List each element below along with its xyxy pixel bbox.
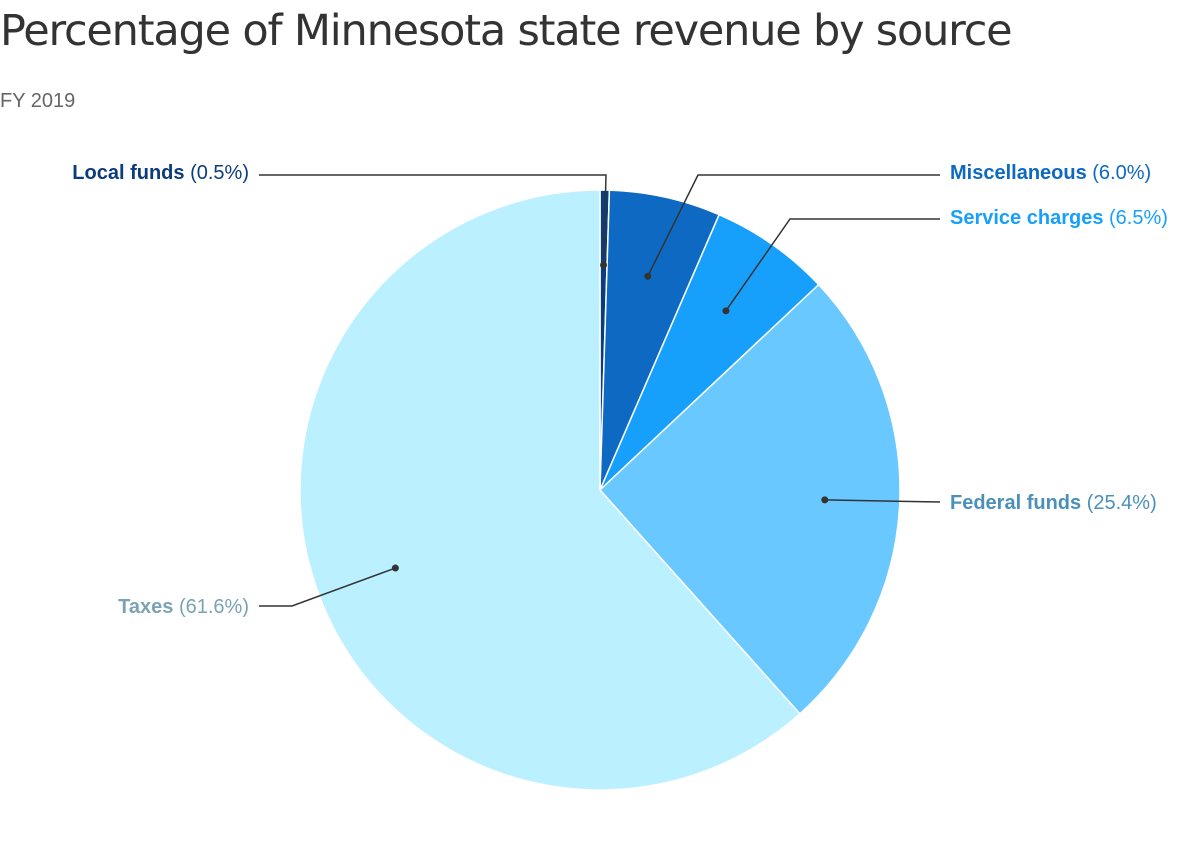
slice-label-local-funds: Local funds (0.5%) (72, 162, 249, 184)
pie-slice-taxes (299, 189, 801, 791)
leader-line-taxes (259, 567, 396, 607)
slice-label-federal-funds: Federal funds (25.4%) (950, 492, 1157, 514)
slice-label-value: (6.5%) (1103, 207, 1167, 229)
slice-label-value: (25.4%) (1081, 492, 1157, 514)
leader-dot-miscellaneous (644, 272, 652, 280)
leader-line-local-funds (259, 174, 607, 266)
leader-line-service-charges (725, 218, 940, 312)
slice-label-value: (0.5%) (185, 162, 249, 184)
leader-dot-federal-funds (821, 496, 829, 504)
leader-dot-service-charges (722, 307, 730, 315)
slice-label-name: Local funds (72, 162, 184, 184)
slice-label-name: Taxes (118, 596, 173, 618)
leader-line-miscellaneous (647, 174, 940, 277)
leader-dot-local-funds (600, 261, 608, 269)
slice-label-miscellaneous: Miscellaneous (6.0%) (950, 162, 1151, 184)
leader-dot-taxes (391, 564, 399, 572)
leader-line-federal-funds (824, 499, 941, 503)
slice-label-value: (6.0%) (1087, 162, 1151, 184)
labels-layer: Local funds (0.5%) Miscellaneous (6.0%) Se… (72, 162, 1168, 618)
leader-lines-layer (259, 174, 941, 607)
slice-label-name: Service charges (950, 207, 1103, 229)
slice-label-taxes: Taxes (61.6%) (118, 596, 249, 618)
slice-label-service-charges: Service charges (6.5%) (950, 207, 1168, 229)
slice-label-name: Miscellaneous (950, 162, 1087, 184)
pie-slice-federal-funds (598, 283, 901, 715)
chart-title: Percentage of Minnesota state revenue by… (0, 6, 1013, 56)
slices-layer (299, 189, 901, 791)
slice-label-name: Federal funds (950, 492, 1081, 514)
slice-label-value: (61.6%) (173, 596, 249, 618)
chart-subtitle: FY 2019 (0, 90, 76, 112)
